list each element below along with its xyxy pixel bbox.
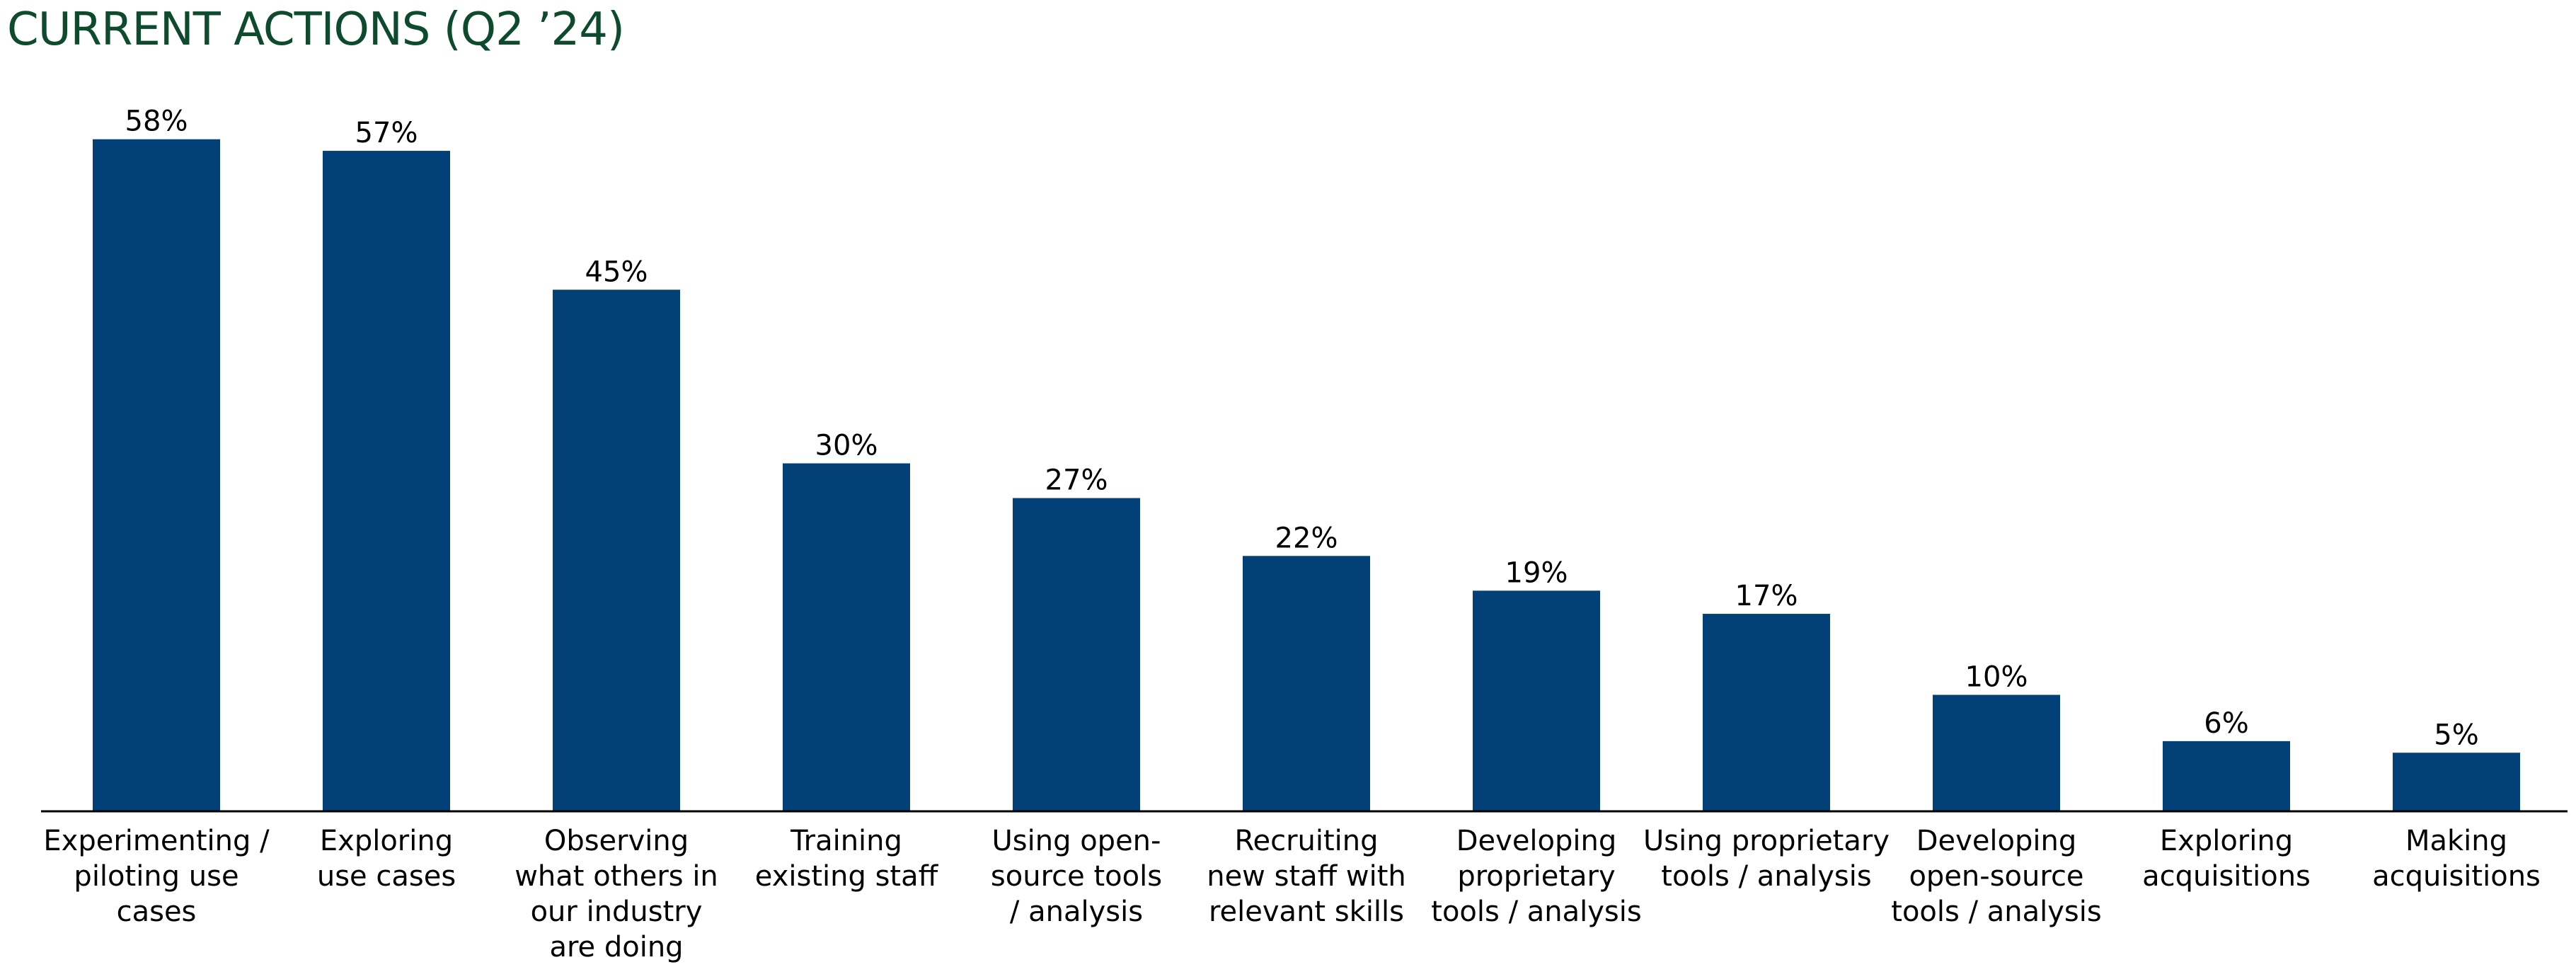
category-label-9-line-0: Exploring — [2160, 825, 2293, 857]
category-label-3-line-0: Training — [790, 825, 902, 857]
bar-7 — [1703, 614, 1830, 811]
value-labels-group: 58% 57% 45% 30% 27% 22% 19% 17% 10% 6% 5% — [125, 105, 2479, 752]
category-label-8: Developing open-source tools / analysis — [1891, 825, 2101, 928]
bar-5 — [1243, 556, 1370, 811]
data-label-2: 45% — [585, 256, 648, 288]
category-label-10: Making acquisitions — [2372, 825, 2541, 893]
category-label-2-line-3: are doing — [549, 931, 683, 964]
category-label-4: Using open-source tools / analysis — [991, 825, 1162, 928]
category-label-7-line-1: tools / analysis — [1661, 860, 1871, 893]
category-label-7: Using proprietary tools / analysis — [1643, 825, 1890, 893]
category-label-4-line-1: source tools — [991, 860, 1162, 893]
category-label-5-line-0: Recruiting — [1234, 825, 1378, 857]
bar-9 — [2163, 741, 2290, 811]
bar-2 — [553, 290, 680, 811]
category-label-8-line-0: Developing — [1916, 825, 2077, 857]
category-label-5-line-2: relevant skills — [1209, 896, 1404, 928]
category-label-6-line-2: tools / analysis — [1431, 896, 1641, 928]
category-label-10-line-1: acquisitions — [2372, 860, 2541, 893]
bar-4 — [1013, 498, 1140, 811]
bar-10 — [2393, 753, 2520, 811]
category-label-7-line-0: Using proprietary — [1643, 825, 1890, 857]
category-label-2: Observing what others in our industry are d… — [514, 825, 718, 964]
category-label-1-line-1: use cases — [317, 860, 456, 893]
data-label-5: 22% — [1275, 522, 1338, 554]
category-label-5: Recruiting new staff with relevant skills — [1207, 825, 1406, 928]
category-label-4-line-0: Using open- — [992, 825, 1161, 857]
data-label-7: 17% — [1735, 580, 1798, 612]
bar-3 — [783, 463, 910, 811]
page-title: CURRENT ACTIONS (Q2 ’24) — [7, 4, 625, 56]
category-label-6-line-0: Developing — [1456, 825, 1617, 857]
data-label-6: 19% — [1505, 556, 1568, 589]
category-label-1: Exploring use cases — [317, 825, 456, 893]
bars-group — [93, 139, 2520, 811]
data-label-8: 10% — [1965, 661, 2028, 694]
category-label-9-line-1: acquisitions — [2142, 860, 2311, 893]
category-label-0-line-1: piloting use — [74, 860, 238, 893]
category-label-3: Training existing staff — [755, 825, 939, 893]
category-label-1-line-0: Exploring — [320, 825, 453, 857]
category-labels-group: Experimenting / piloting use cases Explorin… — [43, 825, 2540, 964]
bar-0 — [93, 139, 220, 811]
data-label-3: 30% — [815, 430, 878, 462]
category-label-6: Developing proprietary tools / analysis — [1431, 825, 1641, 928]
data-label-9: 6% — [2204, 707, 2248, 740]
category-label-10-line-0: Making — [2405, 825, 2507, 857]
category-label-0-line-0: Experimenting / — [43, 825, 270, 857]
bar-1 — [323, 151, 450, 811]
bar-8 — [1933, 694, 2060, 811]
category-label-2-line-2: our industry — [531, 896, 703, 928]
category-label-0: Experimenting / piloting use cases — [43, 825, 270, 928]
category-label-8-line-1: open-source — [1909, 860, 2083, 893]
data-label-0: 58% — [125, 105, 188, 138]
data-label-4: 27% — [1045, 464, 1108, 497]
data-label-10: 5% — [2434, 719, 2478, 751]
data-label-1: 57% — [355, 117, 418, 149]
category-label-6-line-1: proprietary — [1457, 860, 1615, 893]
category-label-2-line-0: Observing — [544, 825, 689, 857]
category-label-2-line-1: what others in — [514, 860, 718, 893]
category-label-8-line-2: tools / analysis — [1891, 896, 2101, 928]
category-label-9: Exploring acquisitions — [2142, 825, 2311, 893]
category-label-4-line-2: / analysis — [1010, 896, 1143, 928]
bar-6 — [1473, 590, 1600, 811]
category-label-3-line-1: existing staff — [755, 860, 939, 893]
category-label-5-line-1: new staff with — [1207, 860, 1406, 893]
category-label-0-line-2: cases — [117, 896, 197, 928]
